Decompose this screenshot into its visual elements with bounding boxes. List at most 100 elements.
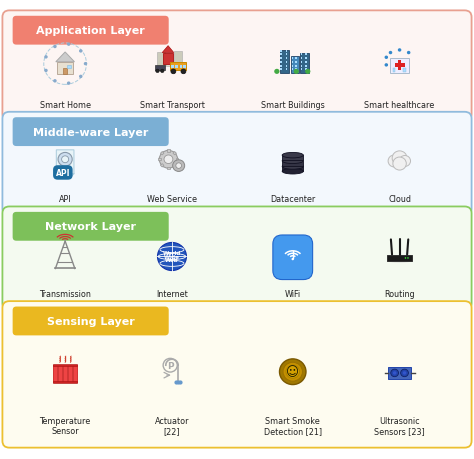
FancyBboxPatch shape [2, 302, 472, 448]
Circle shape [398, 49, 401, 52]
Circle shape [384, 64, 388, 67]
Text: Web: Web [165, 258, 179, 263]
Bar [172, 66, 174, 69]
Text: Temperature
Sensor: Temperature Sensor [39, 416, 91, 436]
Bar [305, 58, 307, 60]
Circle shape [164, 156, 173, 164]
Circle shape [388, 156, 401, 168]
Bar [58, 365, 62, 382]
Bar [301, 66, 302, 67]
Text: Datacenter: Datacenter [270, 195, 315, 204]
Polygon shape [162, 46, 174, 53]
Bar [53, 381, 77, 383]
Polygon shape [71, 174, 74, 177]
Bar [286, 50, 287, 52]
Ellipse shape [282, 153, 303, 158]
Circle shape [67, 82, 71, 86]
Bar [160, 164, 164, 168]
Circle shape [292, 258, 294, 261]
Bar [286, 62, 287, 64]
Bar [398, 61, 401, 71]
Text: Web Service: Web Service [147, 195, 197, 204]
Bar [305, 66, 307, 67]
Bar [392, 69, 395, 73]
Bar [157, 52, 165, 67]
Text: Transmission: Transmission [39, 289, 91, 298]
Bar [390, 59, 409, 74]
Circle shape [405, 257, 406, 259]
Text: World: World [163, 250, 181, 255]
Text: Sensing Layer: Sensing Layer [47, 316, 135, 326]
Circle shape [305, 70, 310, 75]
Bar [158, 159, 161, 161]
Text: Wide: Wide [164, 254, 180, 259]
Circle shape [173, 161, 185, 172]
Bar [305, 62, 307, 64]
Bar [281, 62, 282, 64]
Bar [291, 57, 299, 74]
Bar [295, 69, 297, 71]
Bar [286, 69, 287, 71]
Bar [281, 66, 282, 67]
Circle shape [407, 257, 409, 259]
Bar [183, 66, 186, 69]
Circle shape [44, 70, 48, 73]
Circle shape [181, 70, 186, 75]
Bar [63, 69, 67, 75]
Bar [175, 66, 178, 69]
FancyBboxPatch shape [2, 11, 472, 122]
Text: ☺: ☺ [286, 365, 299, 378]
Text: Smart Home: Smart Home [40, 101, 91, 109]
Ellipse shape [282, 169, 303, 174]
Bar [281, 50, 282, 52]
Bar [305, 69, 307, 71]
FancyBboxPatch shape [13, 307, 169, 336]
Bar [301, 54, 302, 56]
FancyBboxPatch shape [13, 118, 169, 147]
Bar [286, 58, 287, 60]
Bar [53, 365, 57, 382]
Circle shape [79, 75, 82, 79]
Bar [160, 152, 164, 156]
Bar [395, 64, 404, 67]
Bar [300, 54, 309, 74]
Bar [282, 156, 303, 161]
Ellipse shape [282, 159, 303, 164]
Circle shape [157, 243, 186, 271]
Text: Actuator
[22]: Actuator [22] [155, 416, 189, 436]
Bar [180, 66, 182, 69]
Circle shape [389, 52, 392, 55]
Text: Cloud: Cloud [388, 195, 411, 204]
Circle shape [176, 163, 182, 169]
Bar [282, 167, 303, 172]
Circle shape [53, 46, 57, 49]
Text: Smart Buildings: Smart Buildings [261, 101, 325, 109]
Circle shape [62, 157, 69, 163]
Circle shape [84, 63, 87, 66]
Bar [301, 62, 302, 64]
Text: Routing: Routing [384, 289, 415, 298]
Bar [295, 62, 297, 64]
Bar [57, 62, 73, 75]
Circle shape [393, 158, 406, 171]
Circle shape [392, 151, 407, 166]
Circle shape [44, 56, 48, 60]
Bar [301, 69, 302, 71]
Circle shape [58, 153, 72, 167]
Bar [292, 62, 293, 64]
Circle shape [399, 156, 410, 167]
Text: Smart Smoke
Detection [21]: Smart Smoke Detection [21] [264, 416, 322, 436]
Bar [73, 365, 77, 382]
Text: API: API [55, 168, 70, 178]
Text: Smart Transport: Smart Transport [139, 101, 204, 109]
Bar [167, 167, 170, 170]
Circle shape [393, 371, 396, 375]
Bar [295, 58, 297, 60]
Bar [170, 63, 186, 71]
Bar [387, 255, 412, 262]
Bar [167, 150, 170, 152]
FancyBboxPatch shape [13, 213, 169, 241]
Bar [53, 364, 77, 366]
Bar [286, 54, 287, 56]
Circle shape [384, 56, 388, 60]
